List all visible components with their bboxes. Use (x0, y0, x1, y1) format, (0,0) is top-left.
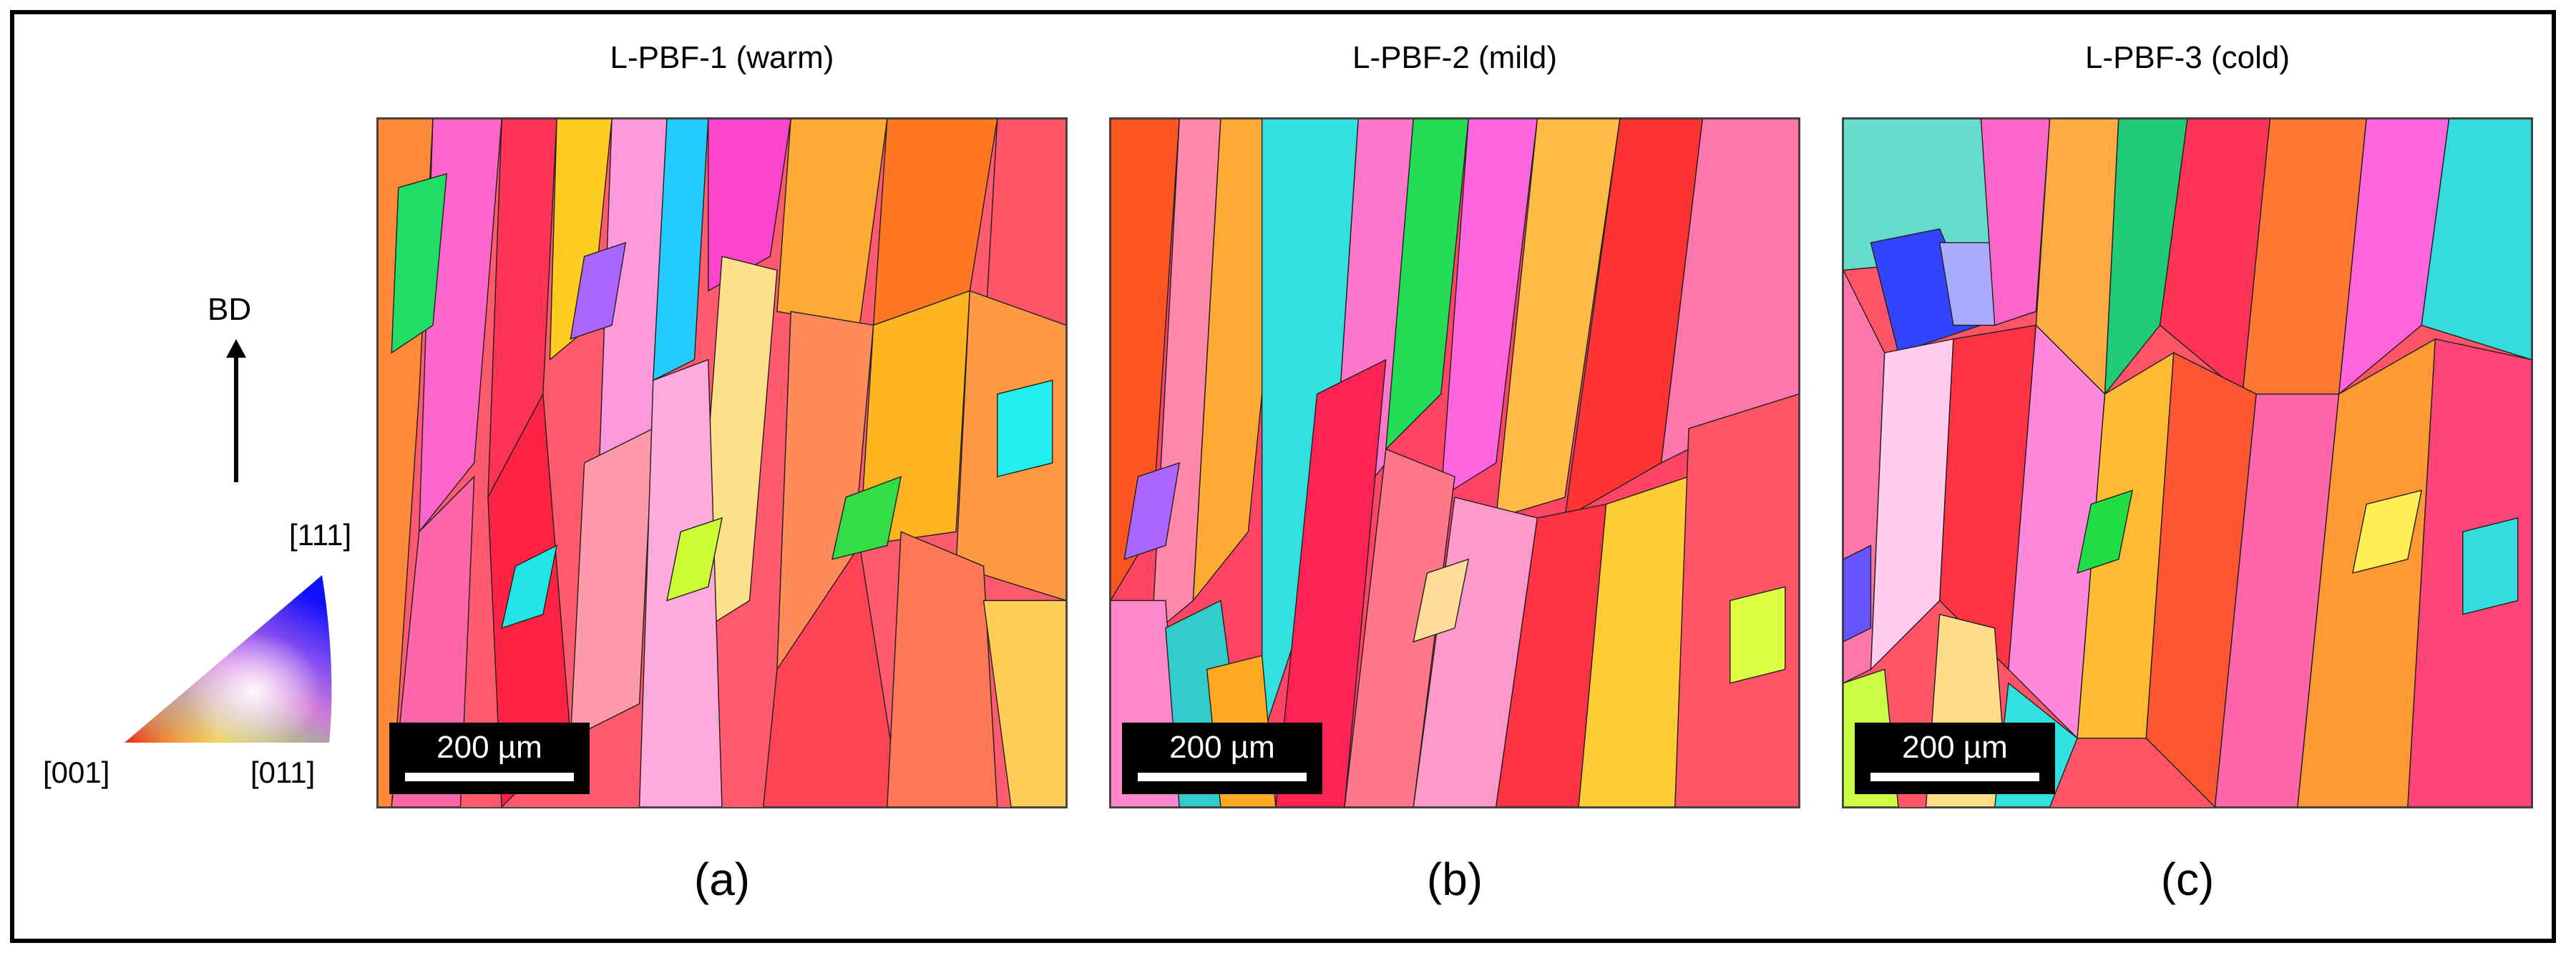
ipf-label-111: [111] (289, 518, 352, 552)
ebsd-map-c-image (1843, 119, 2532, 807)
scale-bar-a-line (405, 773, 574, 781)
scale-bar-c-text: 200 µm (1902, 730, 2008, 765)
ipf-label-011: [011] (250, 756, 316, 789)
panel-a-title: L-PBF-1 (warm) (610, 40, 834, 75)
ebsd-map-b-image (1111, 119, 1799, 807)
ipf-label-001: [001] (43, 756, 110, 789)
scale-bar-c: 200 µm (1855, 723, 2055, 794)
panel-c-label: (c) (2160, 854, 2215, 905)
scale-bar-b-line (1138, 773, 1307, 781)
panel-b-title: L-PBF-2 (mild) (1352, 40, 1558, 75)
ebsd-map-a-image (378, 119, 1066, 807)
scale-bar-b: 200 µm (1122, 723, 1322, 794)
panel-c-title: L-PBF-3 (cold) (2084, 40, 2290, 75)
panel-a-ebsd-map: 200 µm (376, 117, 1068, 808)
scale-bar-a-text: 200 µm (436, 730, 542, 765)
panel-b-ebsd-map: 200 µm (1109, 117, 1800, 808)
build-direction-arrow-icon (226, 339, 246, 482)
scale-bar-a: 200 µm (389, 723, 590, 794)
panel-c-ebsd-map: 200 µm (1842, 117, 2533, 808)
scale-bar-b-text: 200 µm (1169, 730, 1275, 765)
scale-bar-c-line (1870, 773, 2039, 781)
build-direction-label: BD (208, 292, 252, 327)
panel-a-label: (a) (693, 854, 751, 905)
panel-b-label: (b) (1426, 854, 1483, 905)
ipf-color-key-triangle (125, 575, 332, 743)
